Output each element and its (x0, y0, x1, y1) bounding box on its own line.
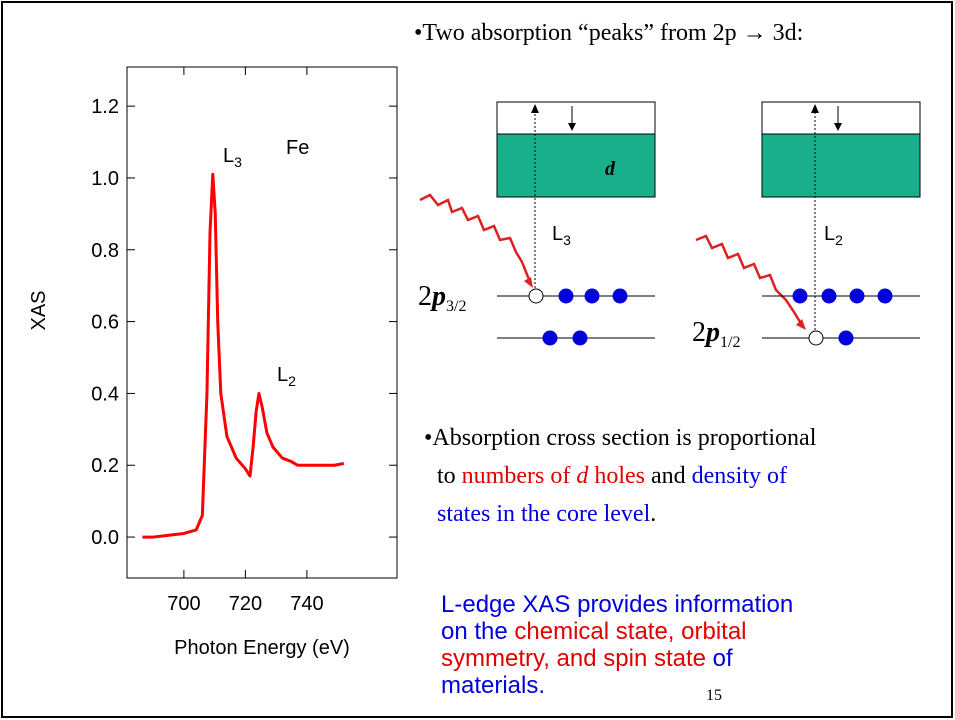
hole (808, 330, 824, 346)
hole (528, 288, 544, 304)
annotation: Fe (286, 137, 309, 159)
electron (849, 288, 865, 304)
electron (821, 288, 837, 304)
annotation: L2 (277, 364, 296, 389)
chart: 0.0 0.2 0.4 0.6 0.8 1.0 1.2 700 720 740 Photon Ene… (28, 66, 398, 659)
electron (542, 330, 558, 346)
electron (838, 330, 854, 346)
annotation-text: L (223, 145, 234, 167)
annotation-sub: 2 (288, 373, 296, 389)
plot-frame (126, 66, 398, 579)
annotation: L3 (223, 145, 242, 170)
annotation-sub: 3 (234, 154, 242, 170)
summary: L-edge XAS provides information on the c… (441, 591, 793, 699)
y-tick-label: 1.0 (91, 168, 119, 190)
d-band (496, 133, 656, 198)
electron (612, 288, 628, 304)
arrow-head (531, 104, 539, 113)
electron (558, 288, 574, 304)
band-label: d (605, 158, 616, 180)
arrow-head (811, 104, 819, 113)
level-label: 2p3/2 (418, 281, 466, 315)
y-axis-label: XAS (28, 290, 50, 330)
arrow-head (796, 319, 806, 330)
x-tick-label: 700 (167, 593, 200, 615)
diagram: •Two absorption “peaks” from 2p → 3d: d … (414, 20, 921, 351)
text-line: •Absorption cross section is proportiona… (424, 425, 817, 451)
annotation-text: L (277, 364, 288, 386)
electron (792, 288, 808, 304)
arrow-head (524, 277, 533, 288)
transition-label: L2 (824, 223, 843, 248)
photon (695, 234, 802, 323)
y-tick-label: 0.4 (91, 383, 119, 405)
x-tick-label: 720 (229, 593, 262, 615)
text-line: symmetry, and spin state of (441, 645, 733, 672)
text-line: on the chemical state, orbital (441, 618, 747, 645)
y-tick-label: 0.8 (91, 240, 119, 262)
text-line: L-edge XAS provides information (441, 591, 793, 618)
y-tick-label: 0.2 (91, 455, 119, 477)
arrow-head (834, 123, 842, 131)
paragraph: •Absorption cross section is proportiona… (424, 425, 817, 527)
line (142, 172, 345, 539)
y-tick-label: 0.6 (91, 312, 119, 334)
x-axis-label: Photon Energy (eV) (174, 637, 350, 659)
text-line: materials. (441, 672, 545, 699)
electron (877, 288, 893, 304)
d-band (761, 133, 921, 198)
text-line: to numbers of d holes and density of (437, 463, 787, 489)
annotation-text: Fe (286, 137, 309, 159)
y-tick-label: 0.0 (91, 527, 119, 549)
level-label: 2p1/2 (692, 317, 740, 351)
transition-label: L3 (552, 223, 571, 248)
photon (419, 193, 532, 283)
electron (572, 330, 588, 346)
heading: •Two absorption “peaks” from 2p → 3d: (414, 20, 803, 46)
arrow-head (568, 123, 576, 131)
electron (584, 288, 600, 304)
x-tick-label: 740 (290, 593, 323, 615)
page-number: 15 (706, 687, 722, 704)
y-tick-label: 1.2 (91, 96, 119, 118)
text-line: states in the core level. (437, 501, 656, 527)
